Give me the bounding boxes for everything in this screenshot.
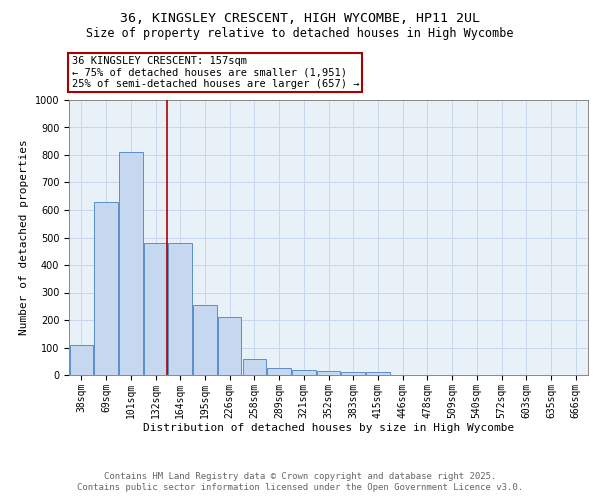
Bar [268, 368, 291, 375]
Bar [169, 243, 192, 375]
Bar [70, 345, 93, 375]
Bar [242, 358, 266, 375]
Bar [292, 370, 316, 375]
Bar [317, 371, 340, 375]
Text: Contains HM Land Registry data © Crown copyright and database right 2025.
Contai: Contains HM Land Registry data © Crown c… [77, 472, 523, 492]
Bar [193, 305, 217, 375]
Y-axis label: Number of detached properties: Number of detached properties [19, 140, 29, 336]
Bar [144, 243, 167, 375]
Bar [94, 202, 118, 375]
Text: 36, KINGSLEY CRESCENT, HIGH WYCOMBE, HP11 2UL: 36, KINGSLEY CRESCENT, HIGH WYCOMBE, HP1… [120, 12, 480, 26]
Bar [119, 152, 143, 375]
Bar [341, 372, 365, 375]
X-axis label: Distribution of detached houses by size in High Wycombe: Distribution of detached houses by size … [143, 424, 514, 434]
Bar [218, 318, 241, 375]
Text: Size of property relative to detached houses in High Wycombe: Size of property relative to detached ho… [86, 28, 514, 40]
Text: 36 KINGSLEY CRESCENT: 157sqm
← 75% of detached houses are smaller (1,951)
25% of: 36 KINGSLEY CRESCENT: 157sqm ← 75% of de… [71, 56, 359, 89]
Bar [366, 372, 389, 375]
